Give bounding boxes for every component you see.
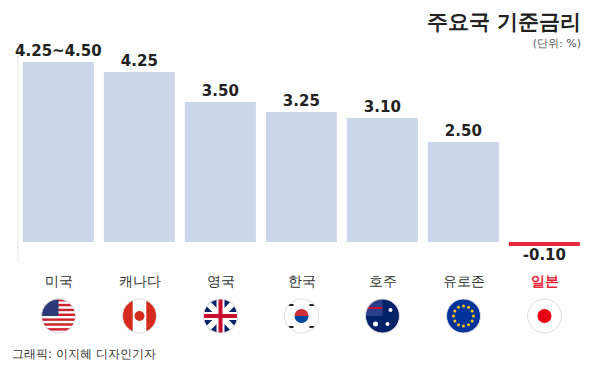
html-text:그래픽: 이지혜 디자인기자: 그래픽: 이지혜 디자인기자	[12, 347, 156, 361]
svg-text:4.25~4.50: 4.25~4.50	[15, 42, 102, 60]
svg-text:미국: 미국	[45, 273, 73, 289]
svg-text:일본: 일본	[531, 273, 559, 289]
svg-text:2.50: 2.50	[445, 122, 482, 140]
svg-text:3.25: 3.25	[283, 92, 320, 110]
svg-text:영국: 영국	[207, 273, 235, 289]
svg-text:유로존: 유로존	[443, 273, 485, 289]
svg-text:캐나다: 캐나다	[119, 273, 161, 289]
svg-text:4.25: 4.25	[121, 52, 158, 70]
svg-text:-0.10: -0.10	[523, 246, 566, 264]
svg-text:한국: 한국	[288, 273, 316, 289]
svg-text:3.50: 3.50	[202, 82, 239, 100]
svg-text:3.10: 3.10	[364, 98, 401, 116]
svg-text:호주: 호주	[369, 273, 397, 289]
html-text:주요국 기준금리: 주요국 기준금리	[426, 10, 581, 34]
html-text:(단위: %): (단위: %)	[532, 37, 581, 50]
